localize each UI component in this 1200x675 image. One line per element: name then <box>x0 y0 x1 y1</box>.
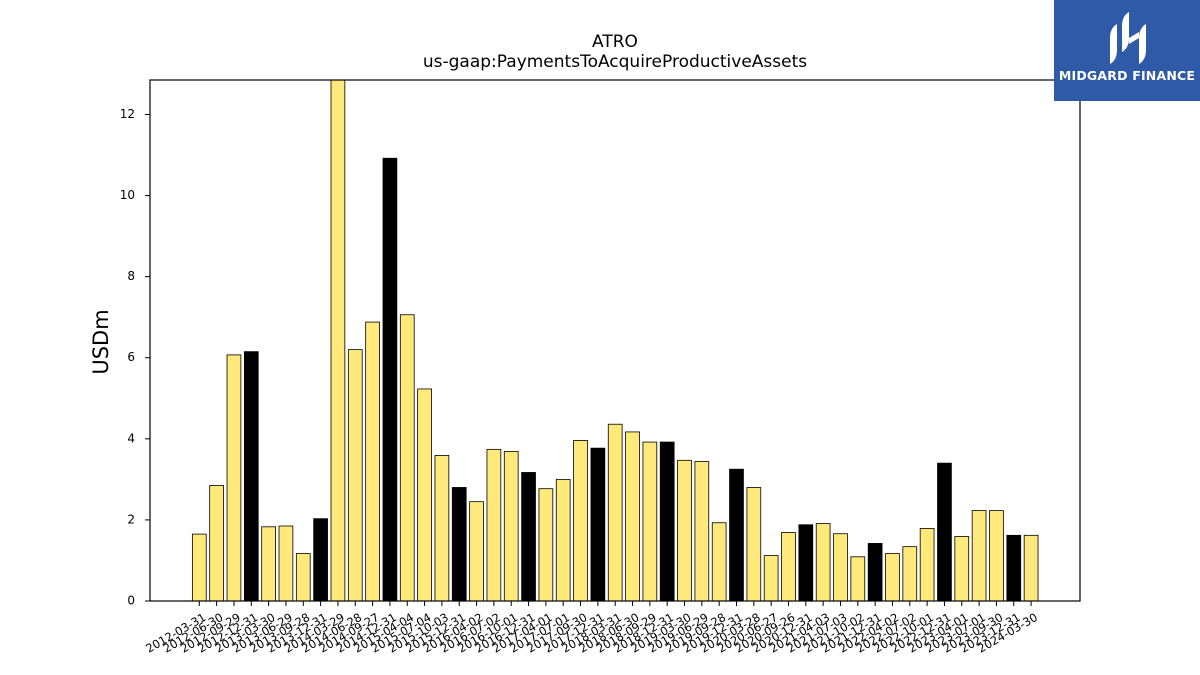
bar-2016-10-01 <box>503 450 519 602</box>
bar-2017-07-01 <box>555 478 571 602</box>
bar-2015-07-04 <box>417 388 432 602</box>
bar-2012-06-30 <box>209 485 224 602</box>
bar-2018-06-30 <box>625 431 640 602</box>
bar-2021-07-03 <box>833 533 848 602</box>
chart-title: ATRO <box>592 32 638 52</box>
bar-2015-10-03 <box>434 455 450 602</box>
bar-2014-09-27 <box>365 321 380 602</box>
bar-2014-06-28 <box>347 349 363 602</box>
bar-2016-07-02 <box>486 448 502 602</box>
bar-2022-12-31 <box>937 462 952 602</box>
bar-2021-12-31 <box>867 543 883 602</box>
bar-2016-04-02 <box>469 501 484 602</box>
bar-2020-06-27 <box>763 555 779 602</box>
bar-2019-03-30 <box>677 459 692 602</box>
bar-2019-12-31 <box>729 468 744 602</box>
bar-2022-04-02 <box>885 553 900 602</box>
bar-2013-06-29 <box>278 525 294 602</box>
y-axis: 0 2 4 6 8 10 12 <box>120 107 150 608</box>
chart-subtitle: us-gaap:PaymentsToAcquireProductiveAsset… <box>422 52 808 72</box>
bar-2016-12-31 <box>521 472 536 602</box>
bar-2020-03-28 <box>746 487 762 602</box>
midgard-finance-logo: MIDGARD FINANCE <box>1054 0 1200 101</box>
bar-2023-09-30 <box>989 510 1004 602</box>
bar-2023-12-31 <box>1006 534 1022 602</box>
bar-2021-04-03 <box>815 523 831 602</box>
bar-2022-10-01 <box>919 528 935 602</box>
bar-2014-03-29 <box>330 79 346 602</box>
y-tick-label: 10 <box>120 188 135 202</box>
bar-2017-09-30 <box>573 440 588 602</box>
bar-2020-09-26 <box>781 532 796 602</box>
bar-2013-12-31 <box>313 518 328 602</box>
x-axis: 2012-03-312012-06-302012-09-292012-12-31… <box>143 601 1040 656</box>
bar-2015-04-04 <box>399 314 415 602</box>
bar-2015-12-31 <box>451 487 467 602</box>
y-tick-label: 6 <box>127 350 135 364</box>
midgard-logo-icon <box>1110 12 1146 64</box>
bars-group <box>191 79 1039 602</box>
bar-2024-03-30 <box>1023 534 1039 602</box>
y-tick-label: 12 <box>120 107 135 121</box>
bar-2012-03-31 <box>191 533 207 602</box>
y-axis-label: USDm <box>89 309 113 375</box>
bar-2012-12-31 <box>243 351 259 602</box>
bar-2014-12-31 <box>382 157 398 602</box>
bar-2019-09-28 <box>711 522 727 602</box>
bar-2013-09-28 <box>295 553 311 602</box>
bar-2018-03-31 <box>607 423 623 602</box>
bar-2017-12-31 <box>590 447 606 602</box>
y-tick-label: 2 <box>127 512 135 526</box>
bar-2020-12-31 <box>798 524 814 602</box>
logo-wordmark: MIDGARD FINANCE <box>1058 68 1196 83</box>
y-tick-label: 8 <box>127 269 135 283</box>
bar-2018-12-31 <box>659 441 675 602</box>
bar-2017-04-01 <box>538 488 554 602</box>
bar-2012-09-29 <box>226 354 242 602</box>
bar-2021-10-02 <box>850 556 866 602</box>
bar-2013-03-30 <box>261 526 276 602</box>
bar-2018-09-29 <box>642 441 658 602</box>
y-tick-label: 0 <box>127 594 135 608</box>
bar-2023-04-01 <box>954 536 970 602</box>
y-tick-label: 4 <box>127 431 135 445</box>
bar-2023-07-01 <box>971 510 987 602</box>
bar-2022-07-02 <box>902 546 918 602</box>
bar-2019-06-29 <box>694 461 710 602</box>
